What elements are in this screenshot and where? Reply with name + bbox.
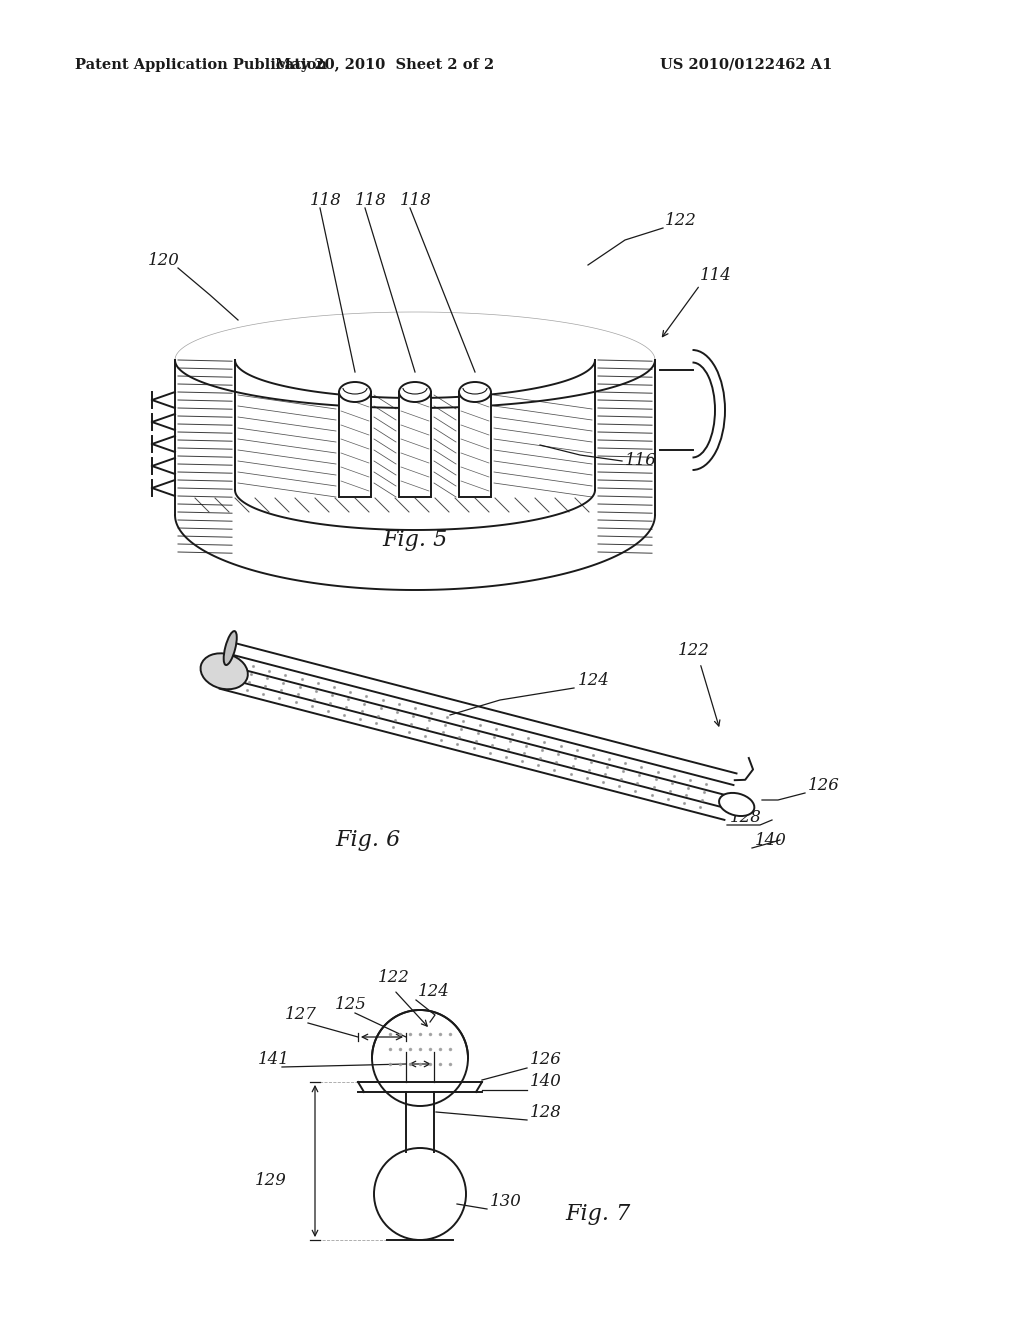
Ellipse shape (223, 631, 237, 665)
Text: 140: 140 (530, 1073, 562, 1090)
Bar (459, 392, 490, 498)
Text: 129: 129 (255, 1172, 287, 1189)
Text: 124: 124 (418, 983, 450, 1001)
Text: Fig. 7: Fig. 7 (565, 1203, 630, 1225)
Text: Fig. 6: Fig. 6 (336, 829, 400, 851)
Bar (339, 392, 371, 498)
Ellipse shape (339, 381, 371, 403)
Text: 130: 130 (490, 1193, 522, 1210)
Text: 118: 118 (355, 191, 387, 209)
Text: 122: 122 (678, 642, 710, 659)
Text: 128: 128 (530, 1104, 562, 1121)
Text: Patent Application Publication: Patent Application Publication (75, 58, 327, 73)
Text: 126: 126 (530, 1051, 562, 1068)
Text: 125: 125 (335, 997, 367, 1012)
Ellipse shape (201, 653, 248, 689)
Text: 128: 128 (730, 809, 762, 826)
Text: 140: 140 (755, 832, 786, 849)
Ellipse shape (399, 381, 431, 403)
Text: 124: 124 (578, 672, 610, 689)
Ellipse shape (459, 381, 490, 403)
Ellipse shape (719, 793, 755, 816)
Text: 120: 120 (148, 252, 180, 269)
Bar (399, 392, 431, 498)
Text: 116: 116 (625, 451, 656, 469)
Text: US 2010/0122462 A1: US 2010/0122462 A1 (660, 58, 833, 73)
Text: 141: 141 (258, 1051, 290, 1068)
Text: 122: 122 (665, 213, 697, 228)
Text: 122: 122 (378, 969, 410, 986)
Text: 118: 118 (310, 191, 342, 209)
Text: 118: 118 (400, 191, 432, 209)
Text: 126: 126 (808, 777, 840, 795)
Text: 127: 127 (285, 1006, 316, 1023)
Text: May 20, 2010  Sheet 2 of 2: May 20, 2010 Sheet 2 of 2 (275, 58, 495, 73)
Text: 114: 114 (700, 267, 732, 284)
Text: Fig. 5: Fig. 5 (382, 529, 447, 550)
